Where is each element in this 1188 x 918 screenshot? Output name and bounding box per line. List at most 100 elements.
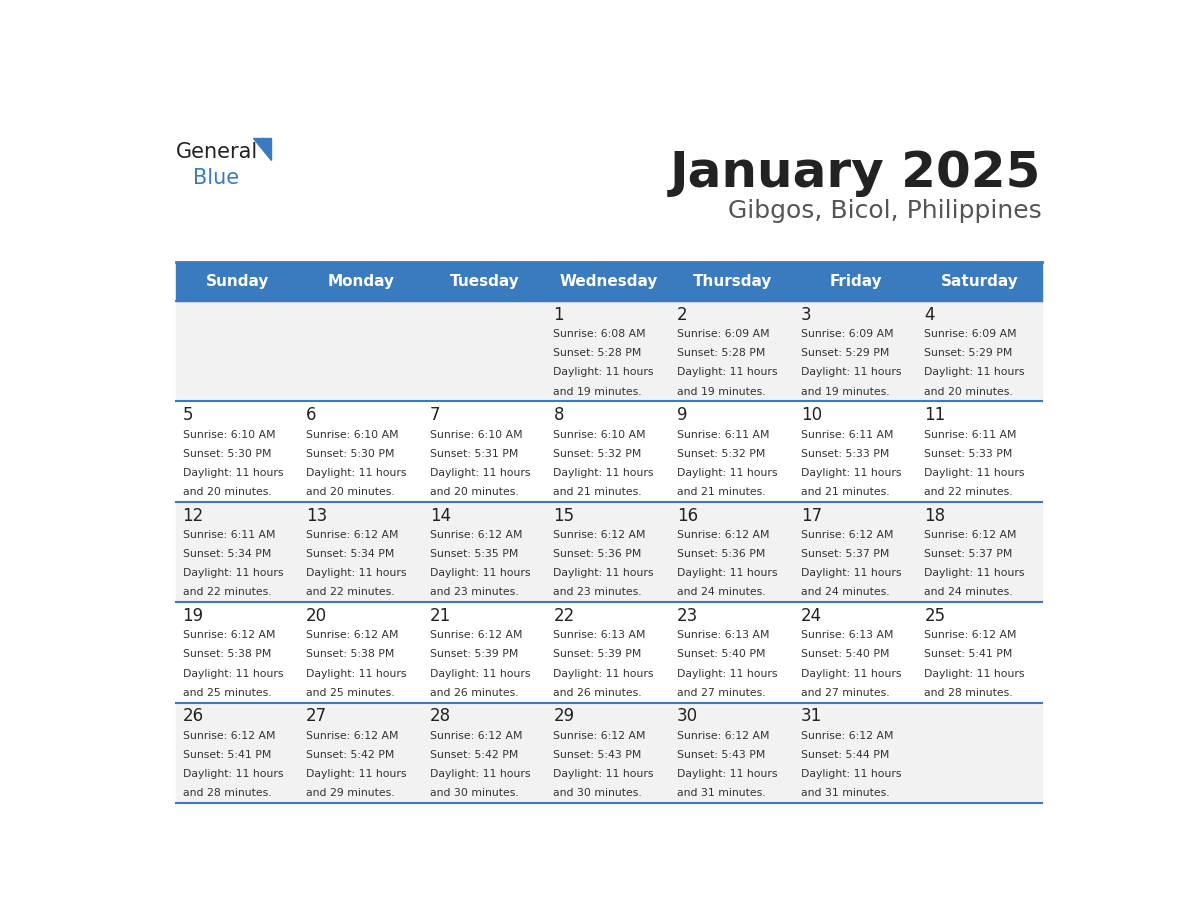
Bar bbox=[176, 401, 1042, 502]
Text: and 29 minutes.: and 29 minutes. bbox=[307, 788, 394, 798]
Text: Daylight: 11 hours: Daylight: 11 hours bbox=[430, 568, 530, 578]
Text: 17: 17 bbox=[801, 507, 822, 525]
Text: Sunrise: 6:12 AM: Sunrise: 6:12 AM bbox=[677, 731, 770, 741]
Text: and 20 minutes.: and 20 minutes. bbox=[924, 386, 1013, 397]
Text: 9: 9 bbox=[677, 407, 688, 424]
Text: Sunset: 5:40 PM: Sunset: 5:40 PM bbox=[677, 650, 765, 659]
Text: and 24 minutes.: and 24 minutes. bbox=[801, 588, 890, 598]
Text: Sunrise: 6:13 AM: Sunrise: 6:13 AM bbox=[677, 631, 770, 641]
Text: Sunset: 5:43 PM: Sunset: 5:43 PM bbox=[677, 750, 765, 760]
Text: Friday: Friday bbox=[829, 274, 883, 289]
Text: Sunset: 5:30 PM: Sunset: 5:30 PM bbox=[183, 449, 271, 459]
Text: 11: 11 bbox=[924, 407, 946, 424]
Text: Sunset: 5:32 PM: Sunset: 5:32 PM bbox=[554, 449, 642, 459]
Text: 3: 3 bbox=[801, 306, 811, 324]
Text: 28: 28 bbox=[430, 708, 451, 725]
Text: Daylight: 11 hours: Daylight: 11 hours bbox=[183, 468, 283, 478]
Text: and 31 minutes.: and 31 minutes. bbox=[801, 788, 890, 798]
Bar bbox=[671, 263, 795, 301]
Text: Sunrise: 6:12 AM: Sunrise: 6:12 AM bbox=[430, 631, 523, 641]
Text: and 25 minutes.: and 25 minutes. bbox=[307, 688, 394, 698]
Text: Sunset: 5:36 PM: Sunset: 5:36 PM bbox=[554, 549, 642, 559]
Text: and 19 minutes.: and 19 minutes. bbox=[677, 386, 766, 397]
Text: and 22 minutes.: and 22 minutes. bbox=[924, 487, 1013, 497]
Text: Daylight: 11 hours: Daylight: 11 hours bbox=[183, 668, 283, 678]
Text: Sunset: 5:37 PM: Sunset: 5:37 PM bbox=[924, 549, 1012, 559]
Text: Daylight: 11 hours: Daylight: 11 hours bbox=[554, 769, 653, 779]
Text: and 28 minutes.: and 28 minutes. bbox=[924, 688, 1013, 698]
Text: Daylight: 11 hours: Daylight: 11 hours bbox=[307, 468, 406, 478]
Text: and 23 minutes.: and 23 minutes. bbox=[554, 588, 642, 598]
Text: Sunset: 5:28 PM: Sunset: 5:28 PM bbox=[677, 348, 765, 358]
Text: Daylight: 11 hours: Daylight: 11 hours bbox=[924, 668, 1025, 678]
Text: and 28 minutes.: and 28 minutes. bbox=[183, 788, 271, 798]
Text: Daylight: 11 hours: Daylight: 11 hours bbox=[430, 668, 530, 678]
Bar bbox=[546, 263, 671, 301]
Text: Sunset: 5:39 PM: Sunset: 5:39 PM bbox=[554, 650, 642, 659]
Text: Sunset: 5:38 PM: Sunset: 5:38 PM bbox=[307, 650, 394, 659]
Text: 2: 2 bbox=[677, 306, 688, 324]
Text: and 22 minutes.: and 22 minutes. bbox=[307, 588, 394, 598]
Text: Sunrise: 6:11 AM: Sunrise: 6:11 AM bbox=[183, 530, 276, 540]
Text: Sunset: 5:41 PM: Sunset: 5:41 PM bbox=[924, 650, 1012, 659]
Text: 27: 27 bbox=[307, 708, 328, 725]
Text: Sunrise: 6:09 AM: Sunrise: 6:09 AM bbox=[924, 330, 1017, 340]
Text: Gibgos, Bicol, Philippines: Gibgos, Bicol, Philippines bbox=[728, 198, 1042, 222]
Text: Daylight: 11 hours: Daylight: 11 hours bbox=[801, 668, 902, 678]
Text: Daylight: 11 hours: Daylight: 11 hours bbox=[554, 468, 653, 478]
Text: Sunset: 5:44 PM: Sunset: 5:44 PM bbox=[801, 750, 889, 760]
Text: Daylight: 11 hours: Daylight: 11 hours bbox=[801, 769, 902, 779]
Text: Daylight: 11 hours: Daylight: 11 hours bbox=[430, 468, 530, 478]
Text: Blue: Blue bbox=[192, 168, 239, 188]
Text: 20: 20 bbox=[307, 607, 328, 625]
Text: Daylight: 11 hours: Daylight: 11 hours bbox=[677, 367, 778, 377]
Text: 21: 21 bbox=[430, 607, 451, 625]
Bar bbox=[176, 301, 1042, 401]
Polygon shape bbox=[253, 139, 271, 160]
Text: Sunrise: 6:11 AM: Sunrise: 6:11 AM bbox=[924, 430, 1017, 440]
Text: Thursday: Thursday bbox=[693, 274, 772, 289]
Text: and 20 minutes.: and 20 minutes. bbox=[307, 487, 394, 497]
Text: Sunrise: 6:08 AM: Sunrise: 6:08 AM bbox=[554, 330, 646, 340]
Text: and 25 minutes.: and 25 minutes. bbox=[183, 688, 271, 698]
Text: 8: 8 bbox=[554, 407, 564, 424]
Text: Daylight: 11 hours: Daylight: 11 hours bbox=[183, 568, 283, 578]
Text: Sunrise: 6:11 AM: Sunrise: 6:11 AM bbox=[801, 430, 893, 440]
Text: 1: 1 bbox=[554, 306, 564, 324]
Text: 6: 6 bbox=[307, 407, 317, 424]
Text: Daylight: 11 hours: Daylight: 11 hours bbox=[677, 468, 778, 478]
Text: Monday: Monday bbox=[328, 274, 396, 289]
Text: Sunrise: 6:12 AM: Sunrise: 6:12 AM bbox=[554, 731, 646, 741]
Text: Daylight: 11 hours: Daylight: 11 hours bbox=[801, 367, 902, 377]
Text: 12: 12 bbox=[183, 507, 204, 525]
Text: Saturday: Saturday bbox=[941, 274, 1018, 289]
Text: 29: 29 bbox=[554, 708, 575, 725]
Text: Sunset: 5:33 PM: Sunset: 5:33 PM bbox=[801, 449, 889, 459]
Text: and 21 minutes.: and 21 minutes. bbox=[801, 487, 890, 497]
Text: 30: 30 bbox=[677, 708, 699, 725]
Text: Sunrise: 6:12 AM: Sunrise: 6:12 AM bbox=[307, 631, 399, 641]
Text: 25: 25 bbox=[924, 607, 946, 625]
Text: and 27 minutes.: and 27 minutes. bbox=[801, 688, 890, 698]
Text: Sunrise: 6:12 AM: Sunrise: 6:12 AM bbox=[554, 530, 646, 540]
Text: Sunrise: 6:12 AM: Sunrise: 6:12 AM bbox=[307, 731, 399, 741]
Text: 18: 18 bbox=[924, 507, 946, 525]
Text: and 21 minutes.: and 21 minutes. bbox=[554, 487, 642, 497]
Text: Sunset: 5:31 PM: Sunset: 5:31 PM bbox=[430, 449, 518, 459]
Text: Sunset: 5:33 PM: Sunset: 5:33 PM bbox=[924, 449, 1012, 459]
Text: 22: 22 bbox=[554, 607, 575, 625]
Text: and 24 minutes.: and 24 minutes. bbox=[924, 588, 1013, 598]
Text: Daylight: 11 hours: Daylight: 11 hours bbox=[677, 668, 778, 678]
Text: 13: 13 bbox=[307, 507, 328, 525]
Text: and 19 minutes.: and 19 minutes. bbox=[801, 386, 890, 397]
Text: Sunset: 5:28 PM: Sunset: 5:28 PM bbox=[554, 348, 642, 358]
Text: Daylight: 11 hours: Daylight: 11 hours bbox=[183, 769, 283, 779]
Text: Sunset: 5:36 PM: Sunset: 5:36 PM bbox=[677, 549, 765, 559]
Text: Daylight: 11 hours: Daylight: 11 hours bbox=[554, 367, 653, 377]
Text: Daylight: 11 hours: Daylight: 11 hours bbox=[924, 468, 1025, 478]
Text: and 23 minutes.: and 23 minutes. bbox=[430, 588, 518, 598]
Text: Sunrise: 6:13 AM: Sunrise: 6:13 AM bbox=[554, 631, 646, 641]
Text: and 30 minutes.: and 30 minutes. bbox=[430, 788, 519, 798]
Text: Sunrise: 6:12 AM: Sunrise: 6:12 AM bbox=[924, 631, 1017, 641]
Text: Daylight: 11 hours: Daylight: 11 hours bbox=[554, 568, 653, 578]
